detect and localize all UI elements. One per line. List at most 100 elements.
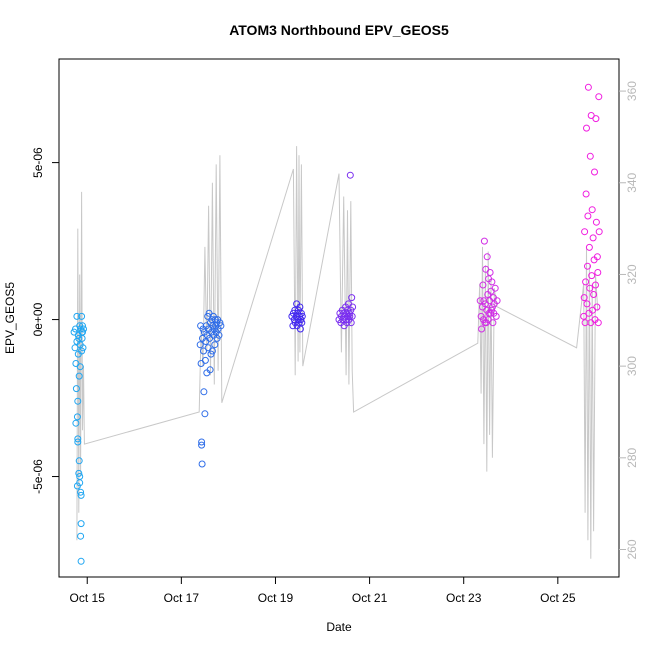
data-point-s1-33 (80, 325, 87, 333)
data-point-s6-13 (585, 243, 593, 251)
data-point-s5-26 (489, 319, 497, 327)
data-point-s6-14 (586, 284, 594, 292)
data-point-s6-34 (595, 228, 603, 236)
data-point-s1-5 (72, 385, 80, 393)
scatter-point-layer (70, 83, 603, 565)
data-point-s1-26 (77, 557, 85, 565)
data-point-s6-5 (582, 278, 590, 286)
data-point-s1-37 (77, 532, 85, 540)
chart-title: ATOM3 Northbound EPV_GEOS5 (229, 22, 449, 38)
data-point-s6-1 (580, 312, 588, 320)
data-point-s6-31 (594, 269, 602, 276)
data-point-s6-27 (592, 115, 600, 123)
data-point-s1-22 (77, 488, 85, 496)
data-point-s1-35 (74, 435, 82, 443)
y-tick-label: 5e-06 (31, 147, 45, 178)
y2-tick-label: 320 (625, 264, 639, 284)
data-point-s6-22 (590, 291, 598, 298)
y2-tick-label: 280 (625, 447, 639, 467)
data-point-s6-29 (593, 303, 601, 311)
data-point-s2-41 (216, 319, 224, 327)
data-point-s5-21 (487, 309, 494, 317)
data-point-s6-19 (588, 206, 596, 214)
data-point-s6-21 (589, 234, 597, 242)
x-tick-label: Oct 23 (446, 591, 482, 605)
x-tick-label: Oct 17 (164, 591, 200, 605)
y-tick-label: 0e+00 (31, 302, 45, 336)
data-point-s6-33 (595, 93, 603, 101)
data-point-s2-12 (201, 356, 209, 364)
data-point-s5-20 (486, 269, 494, 276)
data-point-s5-14 (483, 253, 491, 261)
data-point-s4-20 (346, 171, 354, 179)
data-point-s1-10 (74, 438, 82, 446)
data-point-s5-32 (493, 297, 501, 305)
data-point-s5-24 (488, 278, 496, 286)
data-point-s6-6 (582, 190, 590, 198)
data-point-s2-32 (211, 341, 219, 349)
x-tick-label: Oct 21 (352, 591, 388, 605)
data-point-s6-28 (592, 218, 600, 226)
data-point-s2-27 (208, 347, 216, 355)
data-point-s6-18 (588, 272, 596, 280)
data-point-s1-8 (73, 413, 81, 421)
data-point-s3-18 (297, 309, 305, 317)
data-point-s6-8 (583, 300, 591, 308)
data-point-s1-16 (75, 372, 83, 380)
data-point-s6-3 (581, 228, 589, 236)
data-point-s3-15 (296, 303, 304, 311)
data-point-s2-8 (200, 347, 207, 355)
data-point-s1-38 (79, 328, 86, 336)
data-point-s4-23 (348, 294, 356, 302)
y-tick-label: -5e-06 (31, 459, 45, 494)
data-point-s6-30 (593, 253, 601, 261)
data-point-s1-21 (76, 363, 84, 371)
data-point-s1-28 (78, 347, 86, 355)
data-point-s2-1 (196, 341, 204, 349)
x-axis-label: Date (326, 620, 352, 634)
data-point-s1-24 (77, 491, 85, 499)
data-point-s2-4 (198, 441, 206, 449)
data-point-s1-6 (73, 312, 81, 320)
data-point-s2-22 (206, 366, 214, 374)
data-point-s6-15 (586, 152, 594, 160)
x-tick-label: Oct 19 (258, 591, 294, 605)
data-point-s6-32 (594, 319, 602, 327)
data-point-s2-43 (198, 438, 206, 446)
secondary-series-line (76, 146, 599, 559)
data-point-s4-25 (349, 303, 357, 311)
data-point-s1-27 (78, 312, 86, 320)
data-point-s2-42 (217, 322, 225, 330)
data-point-s6-17 (587, 112, 595, 119)
data-point-s5-30 (491, 284, 499, 292)
data-point-s2-11 (201, 410, 209, 418)
data-point-s6-24 (591, 168, 598, 176)
x-tick-label: Oct 15 (70, 591, 106, 605)
data-point-s5-5 (479, 281, 487, 289)
data-point-s6-2 (580, 294, 588, 302)
data-point-s6-9 (584, 262, 591, 270)
data-point-s6-10 (584, 212, 592, 220)
data-point-s5-1 (476, 297, 484, 305)
data-point-s3-20 (298, 312, 306, 320)
data-point-s5-8 (480, 237, 488, 245)
data-point-s6-7 (583, 124, 590, 132)
data-point-s1-36 (76, 479, 84, 487)
y2-tick-label: 360 (625, 81, 639, 101)
data-point-s2-5 (198, 460, 206, 468)
data-point-s6-11 (584, 83, 592, 91)
data-point-s2-40 (215, 331, 223, 339)
y-axis-label: EPV_GEOS5 (3, 282, 17, 354)
data-point-s2-9 (200, 388, 208, 396)
y2-tick-label: 260 (625, 539, 639, 559)
plot-frame (58, 58, 620, 578)
data-point-s1-32 (79, 344, 87, 352)
data-point-s1-17 (75, 457, 83, 465)
y2-tick-label: 300 (625, 356, 639, 376)
data-point-s5-31 (492, 312, 500, 320)
x-axis: Oct 15 Oct 17 Oct 19 Oct 21 Oct 23 Oct 25 (70, 577, 576, 605)
y-axis: 5e-06 0e+00 -5e-06 (31, 147, 59, 494)
secondary-line-layer (76, 146, 599, 559)
data-point-s6-26 (592, 281, 599, 289)
